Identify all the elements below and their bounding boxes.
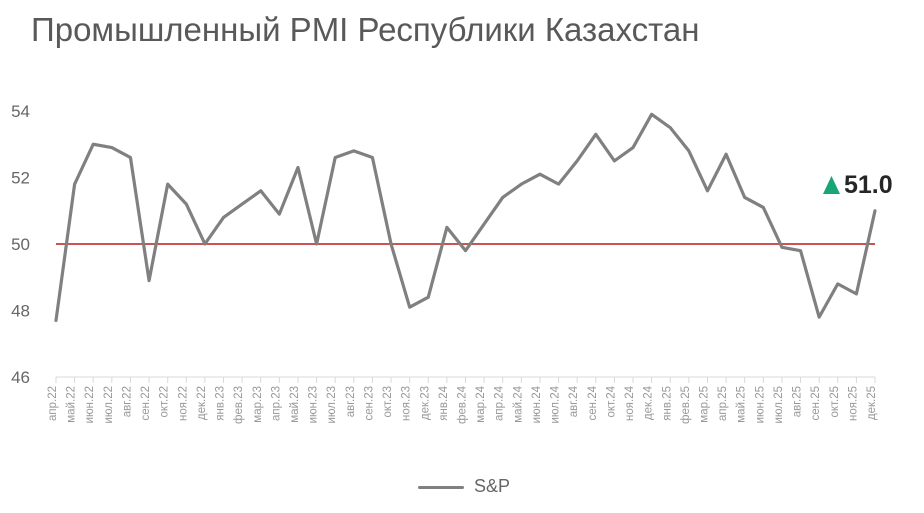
svg-text:мар.25: мар.25	[698, 386, 710, 423]
svg-text:авг.23: авг.23	[345, 386, 357, 417]
svg-text:май.22: май.22	[66, 386, 78, 423]
svg-text:сен.23: сен.23	[363, 386, 375, 420]
svg-text:янв.25: янв.25	[661, 386, 673, 421]
svg-text:май.25: май.25	[736, 386, 748, 423]
svg-text:июн.25: июн.25	[754, 386, 766, 423]
svg-text:июл.23: июл.23	[326, 386, 338, 424]
svg-text:июл.22: июл.22	[103, 386, 115, 424]
svg-text:окт.23: окт.23	[382, 386, 394, 418]
svg-text:дек.23: дек.23	[419, 386, 431, 420]
svg-text:апр.24: апр.24	[494, 385, 506, 421]
svg-text:окт.24: окт.24	[605, 385, 617, 417]
svg-text:апр.25: апр.25	[717, 386, 729, 421]
svg-text:мар.24: мар.24	[475, 385, 487, 422]
svg-text:май.24: май.24	[512, 385, 524, 422]
svg-text:авг.24: авг.24	[568, 385, 580, 417]
svg-text:окт.22: окт.22	[159, 386, 171, 418]
svg-text:54: 54	[11, 102, 30, 121]
svg-text:авг.22: авг.22	[121, 386, 133, 417]
svg-text:мар.23: мар.23	[252, 386, 264, 423]
svg-text:июн.24: июн.24	[531, 385, 543, 423]
svg-text:ноя.23: ноя.23	[401, 386, 413, 421]
svg-text:ноя.24: ноя.24	[624, 385, 636, 421]
svg-text:дек.24: дек.24	[643, 385, 655, 420]
svg-text:авг.25: авг.25	[792, 386, 804, 417]
svg-text:апр.22: апр.22	[47, 386, 59, 421]
svg-text:сен.24: сен.24	[587, 385, 599, 420]
svg-text:52: 52	[11, 169, 30, 188]
svg-text:май.23: май.23	[289, 386, 301, 423]
svg-text:июл.25: июл.25	[773, 386, 785, 424]
svg-text:июн.22: июн.22	[84, 386, 96, 423]
svg-text:фев.23: фев.23	[233, 386, 245, 424]
svg-text:дек.22: дек.22	[196, 386, 208, 420]
svg-text:ноя.25: ноя.25	[847, 386, 859, 421]
svg-text:фев.25: фев.25	[680, 386, 692, 424]
svg-text:48: 48	[11, 302, 30, 321]
svg-text:фев.24: фев.24	[457, 385, 469, 424]
svg-text:янв.24: янв.24	[438, 385, 450, 420]
svg-text:дек.25: дек.25	[866, 386, 878, 420]
svg-text:июн.23: июн.23	[308, 386, 320, 423]
svg-text:сен.22: сен.22	[140, 386, 152, 420]
svg-text:ноя.22: ноя.22	[177, 386, 189, 421]
svg-text:апр.23: апр.23	[270, 386, 282, 421]
svg-text:июл.24: июл.24	[550, 385, 562, 423]
svg-text:46: 46	[11, 368, 30, 387]
svg-text:янв.23: янв.23	[215, 386, 227, 421]
svg-text:окт.25: окт.25	[829, 386, 841, 418]
svg-text:50: 50	[11, 235, 30, 254]
svg-text:сен.25: сен.25	[810, 386, 822, 420]
